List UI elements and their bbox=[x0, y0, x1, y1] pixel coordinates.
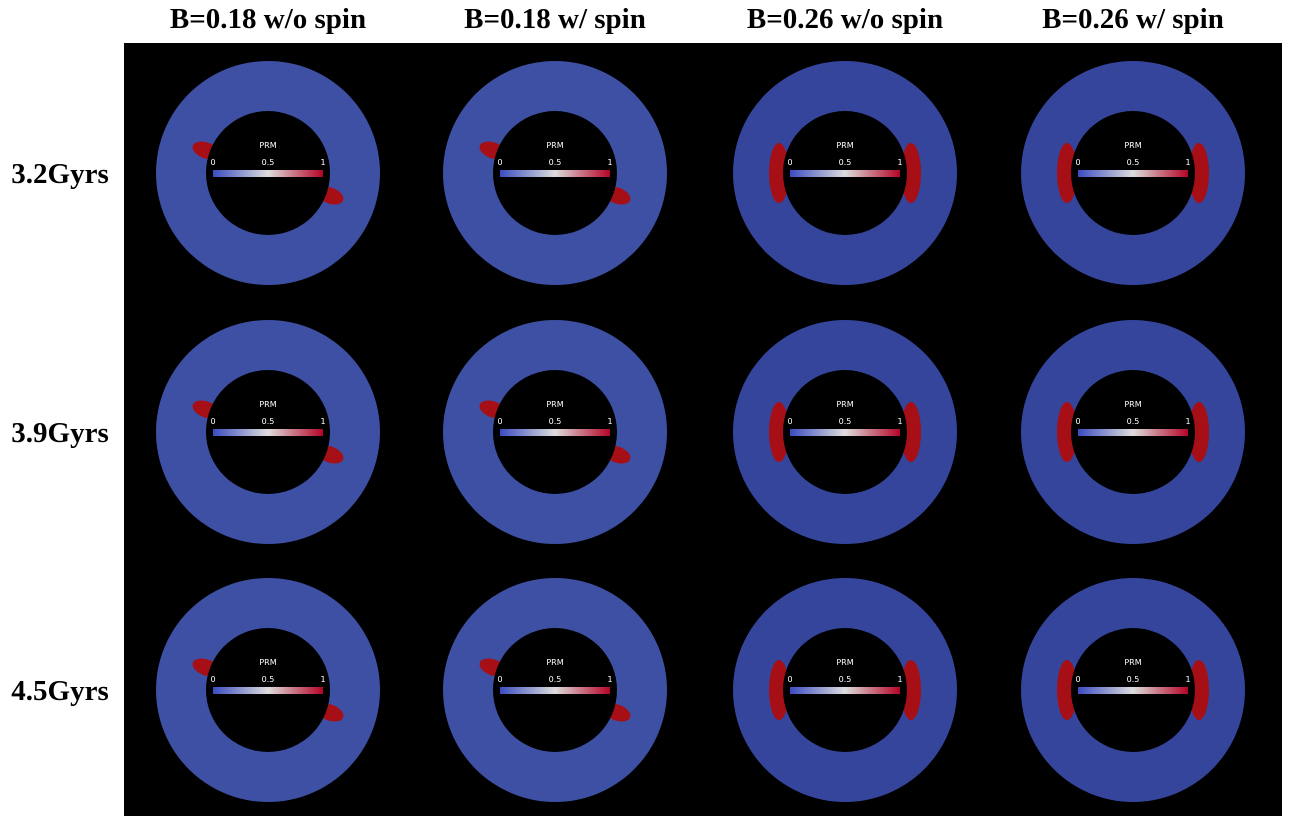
colorbar-tick-label: 0 bbox=[210, 158, 215, 167]
figure: B=0.18 w/o spin B=0.18 w/ spin B=0.26 w/o … bbox=[0, 0, 1291, 816]
colorbar bbox=[213, 429, 323, 436]
colorbar-label: PRM bbox=[259, 141, 276, 150]
colorbar-label: PRM bbox=[1124, 400, 1141, 409]
colorbar-tick-label: 0.5 bbox=[549, 417, 562, 426]
colorbar-tick-label: 0 bbox=[787, 675, 792, 684]
colorbar bbox=[790, 170, 900, 177]
row-label: 3.2Gyrs bbox=[11, 158, 108, 190]
colorbar-tick-label: 0 bbox=[1075, 675, 1080, 684]
colorbar-tick-label: 0 bbox=[497, 417, 502, 426]
colorbar-tick-label: 0.5 bbox=[262, 675, 275, 684]
colorbar bbox=[1078, 170, 1188, 177]
column-title: B=0.26 w/o spin bbox=[747, 3, 943, 35]
panel: PRM 0 0.5 1 bbox=[156, 320, 380, 544]
colorbar-tick-label: 1 bbox=[607, 417, 612, 426]
colorbar bbox=[1078, 687, 1188, 694]
colorbar-tick-label: 0.5 bbox=[549, 158, 562, 167]
colorbar-label: PRM bbox=[259, 658, 276, 667]
colorbar-label: PRM bbox=[546, 400, 563, 409]
panel: PRM 0 0.5 1 bbox=[733, 61, 957, 285]
colorbar-tick-label: 0 bbox=[210, 675, 215, 684]
colorbar bbox=[1078, 429, 1188, 436]
colorbar-label: PRM bbox=[259, 400, 276, 409]
colorbar-tick-label: 0 bbox=[210, 417, 215, 426]
colorbar-tick-label: 0 bbox=[497, 158, 502, 167]
colorbar-tick-label: 0.5 bbox=[262, 158, 275, 167]
panel: PRM 0 0.5 1 bbox=[156, 578, 380, 802]
colorbar-tick-label: 0.5 bbox=[839, 158, 852, 167]
panel: PRM 0 0.5 1 bbox=[1021, 61, 1245, 285]
colorbar-tick-label: 0.5 bbox=[1127, 417, 1140, 426]
colorbar-tick-label: 1 bbox=[607, 158, 612, 167]
colorbar-tick-label: 1 bbox=[320, 158, 325, 167]
colorbar-tick-label: 1 bbox=[897, 675, 902, 684]
colorbar bbox=[213, 687, 323, 694]
row-label: 3.9Gyrs bbox=[11, 417, 108, 449]
column-title: B=0.18 w/ spin bbox=[464, 3, 646, 35]
colorbar-tick-label: 0.5 bbox=[839, 417, 852, 426]
colorbar-tick-label: 0 bbox=[787, 158, 792, 167]
colorbar-label: PRM bbox=[546, 141, 563, 150]
colorbar-tick-label: 0 bbox=[787, 417, 792, 426]
panel: PRM 0 0.5 1 bbox=[443, 320, 667, 544]
colorbar bbox=[213, 170, 323, 177]
colorbar-tick-label: 0.5 bbox=[839, 675, 852, 684]
panel: PRM 0 0.5 1 bbox=[156, 61, 380, 285]
colorbar-tick-label: 1 bbox=[1185, 675, 1190, 684]
colorbar-tick-label: 0 bbox=[1075, 158, 1080, 167]
panel: PRM 0 0.5 1 bbox=[1021, 320, 1245, 544]
panel: PRM 0 0.5 1 bbox=[733, 578, 957, 802]
colorbar-tick-label: 1 bbox=[897, 158, 902, 167]
colorbar-tick-label: 1 bbox=[1185, 158, 1190, 167]
colorbar-tick-label: 1 bbox=[607, 675, 612, 684]
colorbar-label: PRM bbox=[836, 141, 853, 150]
colorbar-tick-label: 1 bbox=[897, 417, 902, 426]
colorbar-tick-label: 0.5 bbox=[262, 417, 275, 426]
colorbar bbox=[500, 687, 610, 694]
colorbar-tick-label: 1 bbox=[320, 675, 325, 684]
colorbar-tick-label: 0 bbox=[1075, 417, 1080, 426]
colorbar-tick-label: 0.5 bbox=[1127, 158, 1140, 167]
panel: PRM 0 0.5 1 bbox=[1021, 578, 1245, 802]
colorbar-tick-label: 0.5 bbox=[549, 675, 562, 684]
panel: PRM 0 0.5 1 bbox=[443, 578, 667, 802]
colorbar-tick-label: 1 bbox=[320, 417, 325, 426]
colorbar bbox=[500, 170, 610, 177]
colorbar-label: PRM bbox=[1124, 658, 1141, 667]
column-title: B=0.18 w/o spin bbox=[170, 3, 366, 35]
colorbar-label: PRM bbox=[546, 658, 563, 667]
colorbar-label: PRM bbox=[1124, 141, 1141, 150]
column-title: B=0.26 w/ spin bbox=[1042, 3, 1224, 35]
colorbar-tick-label: 0.5 bbox=[1127, 675, 1140, 684]
colorbar bbox=[790, 429, 900, 436]
colorbar-tick-label: 0 bbox=[497, 675, 502, 684]
row-label: 4.5Gyrs bbox=[11, 675, 108, 707]
panel: PRM 0 0.5 1 bbox=[733, 320, 957, 544]
colorbar-tick-label: 1 bbox=[1185, 417, 1190, 426]
panel: PRM 0 0.5 1 bbox=[443, 61, 667, 285]
colorbar bbox=[500, 429, 610, 436]
colorbar bbox=[790, 687, 900, 694]
colorbar-label: PRM bbox=[836, 400, 853, 409]
colorbar-label: PRM bbox=[836, 658, 853, 667]
